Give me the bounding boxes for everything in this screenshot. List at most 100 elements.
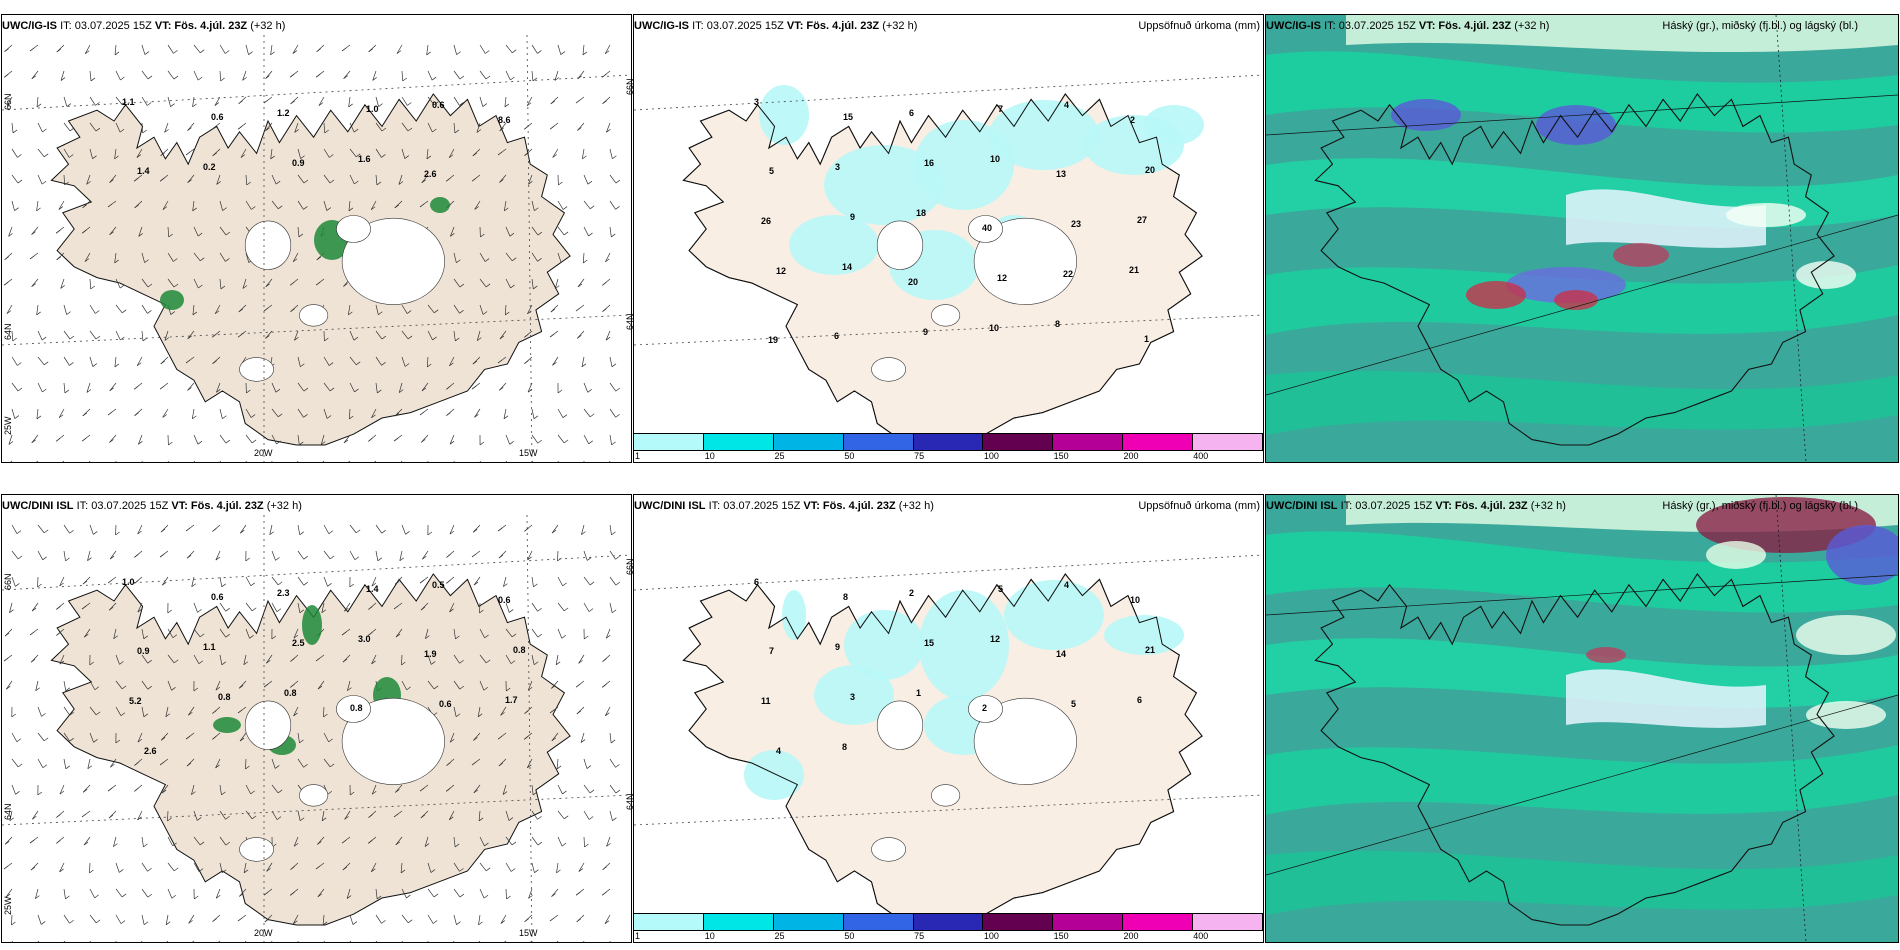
precip-area <box>782 590 806 640</box>
colorbar-segment <box>1053 914 1124 930</box>
lon-label: 15W <box>519 928 538 938</box>
value-label: 23 <box>1071 219 1081 229</box>
value-label: 0.8 <box>218 692 231 702</box>
colorbar-label: 1 <box>635 451 641 461</box>
value-label: 14 <box>842 262 852 272</box>
value-label: 6 <box>754 577 759 587</box>
precip-colorbar <box>633 913 1263 931</box>
value-label: 1.1 <box>203 642 216 652</box>
cloud-cell <box>1613 243 1669 267</box>
panel-subtitle: Háský (gr.), miðský (fj.bl.) og lágský (… <box>1662 500 1858 512</box>
panel-title: UWC/DINI ISL IT: 03.07.2025 15Z VT: Fös.… <box>634 500 934 512</box>
iceland-coastline <box>682 93 1203 446</box>
lon-label: 15W <box>519 448 538 458</box>
lon-label: 25W <box>3 416 13 435</box>
value-label: 22 <box>1063 269 1073 279</box>
cloud-band <box>1266 850 1898 915</box>
lat-label: 64N <box>3 803 13 820</box>
panel-subtitle: Uppsöfnuð úrkoma (mm) <box>1138 500 1260 512</box>
map-panel-cloud-dini <box>1265 494 1899 943</box>
colorbar-label: 200 <box>1123 451 1139 461</box>
value-label: 4 <box>1064 100 1069 110</box>
gust-area <box>430 197 450 213</box>
value-label: 8.6 <box>498 115 511 125</box>
value-label: 40 <box>982 223 992 233</box>
value-label: 1.7 <box>505 695 518 705</box>
map-svg <box>1266 15 1898 462</box>
colorbar-label: 25 <box>774 931 785 941</box>
cloud-cell <box>1726 203 1806 227</box>
glacier <box>341 217 446 305</box>
panel-title: UWC/IG-IS IT: 03.07.2025 15Z VT: Fös. 4.… <box>1266 20 1550 32</box>
lon-label: 25W <box>3 896 13 915</box>
value-label: 5 <box>769 166 774 176</box>
gust-area <box>213 717 241 733</box>
colorbar-label: 25 <box>774 451 785 461</box>
value-label: 2 <box>1130 115 1135 125</box>
precip-area <box>759 85 809 145</box>
map-svg <box>1266 495 1898 942</box>
panel-title: UWC/IG-IS IT: 03.07.2025 15Z VT: Fös. 4.… <box>634 20 918 32</box>
colorbar-label: 50 <box>844 931 855 941</box>
glacier <box>876 220 924 270</box>
value-label: 8 <box>842 742 847 752</box>
cloud-cell <box>1796 615 1896 655</box>
value-label: 1.0 <box>366 104 379 114</box>
value-label: 0.6 <box>439 699 452 709</box>
colorbar-segment <box>843 434 914 450</box>
value-label: 12 <box>997 273 1007 283</box>
value-label: 21 <box>1129 265 1139 275</box>
value-label: 2.5 <box>292 638 305 648</box>
value-label: 11 <box>761 696 771 706</box>
value-label: 1.1 <box>122 97 135 107</box>
cloud-cell <box>1796 261 1856 289</box>
value-label: 0.6 <box>211 592 224 602</box>
cloud-cell <box>1706 541 1766 569</box>
lat-label: 64N <box>625 313 635 330</box>
value-label: 8 <box>1055 319 1060 329</box>
cloud-band <box>1346 15 1898 53</box>
value-label: 20 <box>908 277 918 287</box>
precip-area <box>989 100 1099 170</box>
colorbar-segment <box>634 914 704 930</box>
precip-area <box>914 120 1014 210</box>
precip-area <box>1004 580 1104 650</box>
value-label: 0.9 <box>292 158 305 168</box>
value-label: 6 <box>1137 695 1142 705</box>
value-label: 7 <box>998 104 1003 114</box>
value-label: 5.2 <box>129 696 142 706</box>
value-label: 1.4 <box>366 584 379 594</box>
cloud-cell <box>1696 497 1876 553</box>
value-label: 27 <box>1137 215 1147 225</box>
map-svg: 1.0 0.6 2.3 1.4 0.5 0.6 0.9 1.1 2.5 3.0 1.9 0.8 5.2 0… <box>2 514 631 942</box>
value-label: 6 <box>909 108 914 118</box>
colorbar-label: 10 <box>704 451 715 461</box>
lat-label: 66N <box>3 93 13 110</box>
lon-label: 20W <box>254 928 273 938</box>
lat-label: 64N <box>625 793 635 810</box>
value-label: 3 <box>850 692 855 702</box>
glacier <box>973 217 1078 305</box>
value-label: 26 <box>761 216 771 226</box>
colorbar-segment <box>1123 914 1194 930</box>
value-label: 0.8 <box>284 688 297 698</box>
value-label: 0.9 <box>137 646 150 656</box>
cloud-band <box>1266 51 1898 133</box>
colorbar-segment <box>913 914 984 930</box>
cloud-band <box>1266 370 1898 435</box>
glacier <box>973 697 1078 785</box>
precip-area <box>919 590 1009 700</box>
value-label: 1.2 <box>277 108 290 118</box>
value-label: 2 <box>982 703 987 713</box>
value-label: 3.0 <box>358 634 371 644</box>
panel-title: UWC/IG-IS IT: 03.07.2025 15Z VT: Fös. 4.… <box>2 20 286 32</box>
map-panel-cloud-ig <box>1265 14 1899 463</box>
cloud-band <box>1566 189 1766 248</box>
colorbar-label: 10 <box>704 931 715 941</box>
value-label: 0.5 <box>432 580 445 590</box>
panel-title: UWC/DINI ISL IT: 03.07.2025 15Z VT: Fös.… <box>1266 500 1566 512</box>
glacier <box>239 837 275 862</box>
glacier <box>871 357 907 382</box>
value-label: 18 <box>916 208 926 218</box>
colorbar-label: 75 <box>914 451 925 461</box>
